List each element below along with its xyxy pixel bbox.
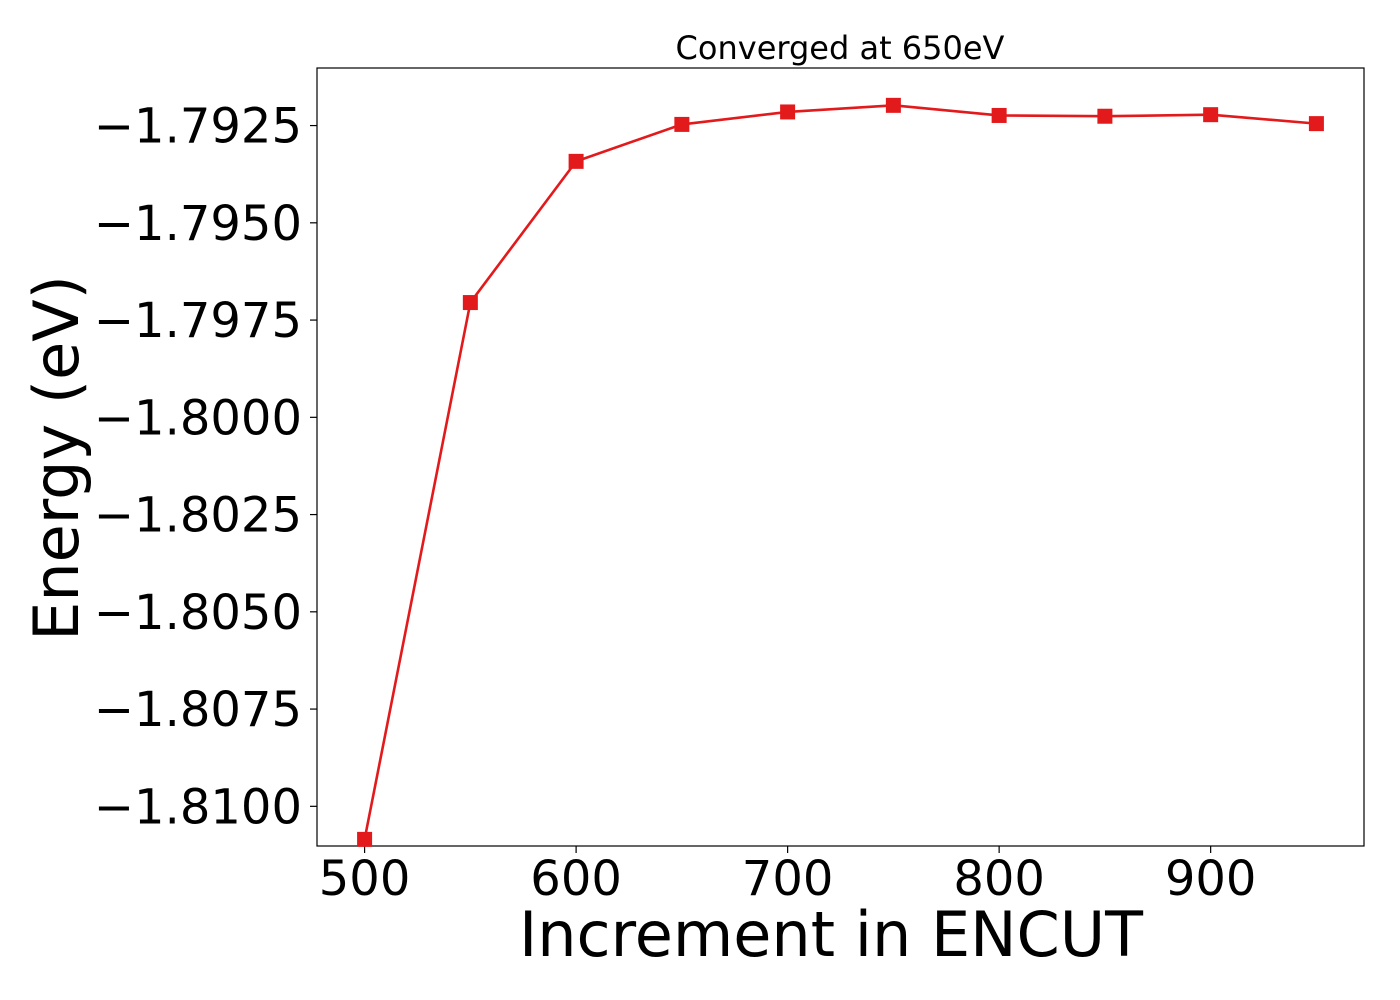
data-point-marker [991,107,1007,123]
x-tick-label: 500 [319,851,411,907]
chart-title: Converged at 650eV [676,29,1005,67]
data-point-marker [568,153,584,169]
data-point-marker [357,831,373,847]
y-tick-label: −1.7925 [94,99,302,155]
plot-area [316,67,1365,847]
y-axis-label: Energy (eV) [20,275,93,641]
x-tick-label: 900 [1165,851,1257,907]
data-point-marker [1097,108,1113,124]
data-point-marker [1203,107,1219,123]
y-tick-label: −1.8100 [94,779,302,835]
y-tick-label: −1.8050 [94,585,302,641]
x-axis-label: Increment in ENCUT [519,898,1144,971]
series-line [363,104,1317,840]
data-point-marker [885,97,901,113]
x-tick-label: 600 [530,851,622,907]
y-tick-label: −1.8025 [94,488,302,544]
y-tick-label: −1.7950 [94,196,302,252]
data-point-marker [674,116,690,132]
data-point-marker [462,295,478,311]
x-axis: 500 600 700 800 900 [319,846,1257,907]
series-layer [357,97,1324,847]
x-tick-label: 800 [953,851,1045,907]
y-tick-label: −1.7975 [94,293,302,349]
y-tick-label: −1.8000 [94,390,302,446]
y-axis: −1.8100 −1.8075 −1.8050 −1.8025 −1.8000 −1.79… [94,99,317,835]
data-point-marker [1308,116,1324,132]
data-point-marker [780,104,796,120]
y-tick-label: −1.8075 [94,682,302,738]
x-tick-label: 700 [742,851,834,907]
